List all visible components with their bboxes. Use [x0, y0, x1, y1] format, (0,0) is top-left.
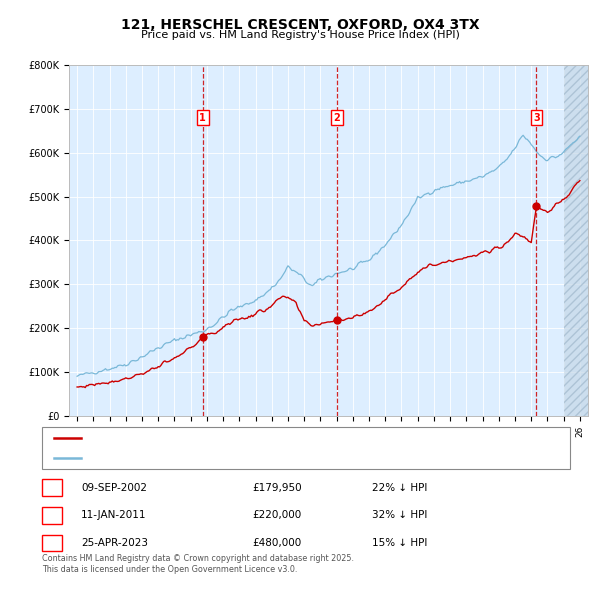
Text: £480,000: £480,000	[252, 538, 301, 548]
Text: 3: 3	[533, 113, 540, 123]
Text: 1: 1	[48, 483, 56, 493]
Text: 32% ↓ HPI: 32% ↓ HPI	[372, 510, 427, 520]
Text: 22% ↓ HPI: 22% ↓ HPI	[372, 483, 427, 493]
Text: 3: 3	[48, 538, 56, 548]
Text: 1: 1	[199, 113, 206, 123]
Text: 2: 2	[334, 113, 340, 123]
Text: Contains HM Land Registry data © Crown copyright and database right 2025.: Contains HM Land Registry data © Crown c…	[42, 554, 354, 563]
Text: 2: 2	[48, 510, 56, 520]
Text: This data is licensed under the Open Government Licence v3.0.: This data is licensed under the Open Gov…	[42, 565, 298, 573]
Text: 121, HERSCHEL CRESCENT, OXFORD, OX4 3TX: 121, HERSCHEL CRESCENT, OXFORD, OX4 3TX	[121, 18, 479, 32]
Text: 121, HERSCHEL CRESCENT, OXFORD, OX4 3TX (semi-detached house): 121, HERSCHEL CRESCENT, OXFORD, OX4 3TX …	[87, 433, 431, 443]
Text: HPI: Average price, semi-detached house, Oxford: HPI: Average price, semi-detached house,…	[87, 453, 328, 463]
Text: 11-JAN-2011: 11-JAN-2011	[81, 510, 146, 520]
Text: 09-SEP-2002: 09-SEP-2002	[81, 483, 147, 493]
Bar	[563, 43, 588, 416]
Text: £220,000: £220,000	[252, 510, 301, 520]
Text: 25-APR-2023: 25-APR-2023	[81, 538, 148, 548]
Text: £179,950: £179,950	[252, 483, 302, 493]
Text: 15% ↓ HPI: 15% ↓ HPI	[372, 538, 427, 548]
Text: Price paid vs. HM Land Registry's House Price Index (HPI): Price paid vs. HM Land Registry's House …	[140, 30, 460, 40]
